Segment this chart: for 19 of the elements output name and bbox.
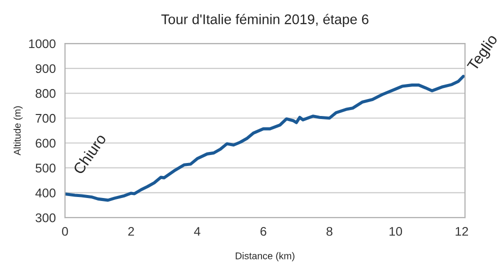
x-tick-label: 6 <box>260 226 266 236</box>
x-tick-label: 12 <box>456 226 468 236</box>
x-tick-label: 0 <box>62 226 68 236</box>
line-series <box>65 74 465 202</box>
y-tick-label: 400 <box>35 188 56 198</box>
y-tick-label: 900 <box>36 64 56 74</box>
x-tick-label: 2 <box>128 226 134 236</box>
y-tick-label: 500 <box>36 164 56 173</box>
y-tick-label: 1000 <box>29 39 56 48</box>
chart-title: Tour d'Italie féminin 2019, étape 6 <box>161 14 368 27</box>
y-axis-title: Altitude (m) <box>14 106 23 156</box>
x-tick-label: 4 <box>194 227 200 236</box>
y-tick-label: 700 <box>36 114 56 123</box>
y-tick-label: 300 <box>36 213 56 222</box>
x-axis-title: Distance (km) <box>236 252 294 262</box>
y-tick-label: 800 <box>36 89 56 98</box>
y-tick-label: 600 <box>36 138 56 148</box>
x-tick-label: 8 <box>326 226 332 236</box>
x-tick-label: 10 <box>390 226 402 236</box>
